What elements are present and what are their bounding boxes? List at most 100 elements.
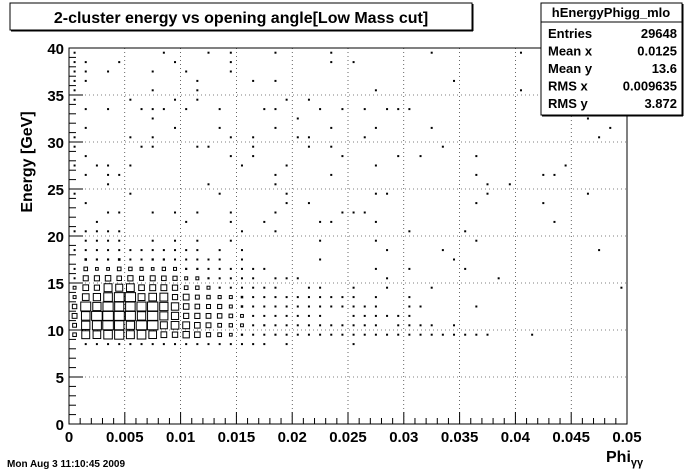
data-box — [330, 220, 333, 223]
data-box — [252, 145, 255, 148]
data-box — [285, 98, 288, 101]
data-box — [72, 295, 77, 300]
data-box — [95, 220, 98, 223]
data-box — [252, 277, 255, 280]
data-box — [285, 314, 288, 317]
data-box — [319, 305, 322, 308]
data-box — [151, 249, 154, 252]
data-box — [229, 277, 232, 280]
data-box — [171, 331, 179, 338]
data-box — [352, 286, 355, 289]
data-box — [140, 249, 143, 252]
data-box — [397, 324, 400, 327]
data-box — [374, 324, 377, 327]
data-box — [218, 258, 221, 261]
data-box — [216, 313, 223, 319]
data-box — [104, 275, 112, 282]
data-box — [419, 324, 422, 327]
data-box — [185, 249, 188, 252]
data-box — [82, 284, 90, 292]
data-box — [129, 164, 132, 167]
data-box — [147, 301, 159, 312]
x-tick-label: 0.035 — [441, 429, 479, 446]
data-box — [363, 136, 366, 139]
data-box — [151, 239, 154, 242]
data-box — [81, 330, 91, 340]
data-box — [319, 108, 322, 111]
y-tick-label: 5 — [56, 370, 64, 387]
data-box — [419, 333, 422, 336]
data-box — [274, 314, 277, 317]
data-box — [263, 333, 266, 336]
data-box — [240, 313, 244, 318]
data-box — [228, 295, 233, 300]
data-box — [386, 192, 389, 195]
data-box — [194, 294, 200, 300]
data-box — [307, 286, 310, 289]
data-box — [218, 192, 221, 195]
data-box — [430, 51, 433, 54]
data-box — [95, 258, 98, 261]
data-box — [124, 292, 137, 303]
data-box — [159, 321, 168, 330]
data-box — [274, 173, 277, 176]
x-tick-label: 0 — [65, 429, 73, 446]
data-box — [542, 202, 545, 205]
data-box — [330, 126, 333, 129]
data-box — [82, 275, 89, 282]
data-box — [296, 324, 299, 327]
data-box — [319, 314, 322, 317]
data-box — [92, 301, 102, 312]
data-box — [217, 332, 223, 338]
data-box — [148, 330, 158, 340]
data-box — [182, 303, 190, 310]
data-box — [229, 211, 232, 214]
stats-value: 29648 — [641, 26, 677, 41]
data-box — [374, 305, 377, 308]
data-box — [374, 126, 377, 129]
y-tick-label: 30 — [47, 135, 64, 152]
footer-timestamp: Mon Aug 3 11:10:45 2009 — [7, 459, 125, 470]
data-box — [107, 249, 110, 252]
data-box — [330, 61, 333, 64]
data-box — [218, 277, 221, 280]
data-box — [107, 230, 110, 233]
data-box — [171, 294, 179, 301]
data-box — [160, 284, 168, 292]
data-box — [95, 267, 99, 271]
data-box — [475, 305, 478, 308]
y-tick-label: 20 — [47, 229, 64, 246]
grid — [69, 48, 627, 424]
data-box — [196, 249, 199, 252]
data-box — [194, 331, 201, 338]
data-box — [125, 330, 135, 340]
data-box — [386, 108, 389, 111]
data-box — [194, 303, 201, 310]
data-box — [464, 333, 467, 336]
data-box — [93, 275, 100, 282]
data-box — [274, 286, 277, 289]
data-box — [228, 323, 233, 328]
data-box — [162, 249, 165, 252]
data-box — [207, 145, 210, 148]
data-box — [217, 303, 223, 310]
data-box — [296, 305, 299, 308]
data-box — [341, 324, 344, 327]
data-box — [136, 329, 147, 340]
stats-label: Entries — [548, 26, 592, 41]
data-box — [274, 277, 277, 280]
title-box: 2-cluster energy vs opening angle[Low Ma… — [9, 2, 474, 32]
data-box — [296, 117, 299, 120]
data-box — [553, 220, 556, 223]
data-box — [330, 51, 333, 54]
data-box — [72, 322, 78, 328]
data-box — [194, 312, 201, 319]
data-box — [194, 322, 201, 329]
data-box — [363, 211, 366, 214]
data-box — [171, 284, 179, 291]
data-box — [196, 98, 199, 101]
data-box — [72, 285, 77, 290]
data-box — [73, 98, 76, 101]
data-box — [72, 332, 77, 337]
data-box — [139, 275, 145, 281]
